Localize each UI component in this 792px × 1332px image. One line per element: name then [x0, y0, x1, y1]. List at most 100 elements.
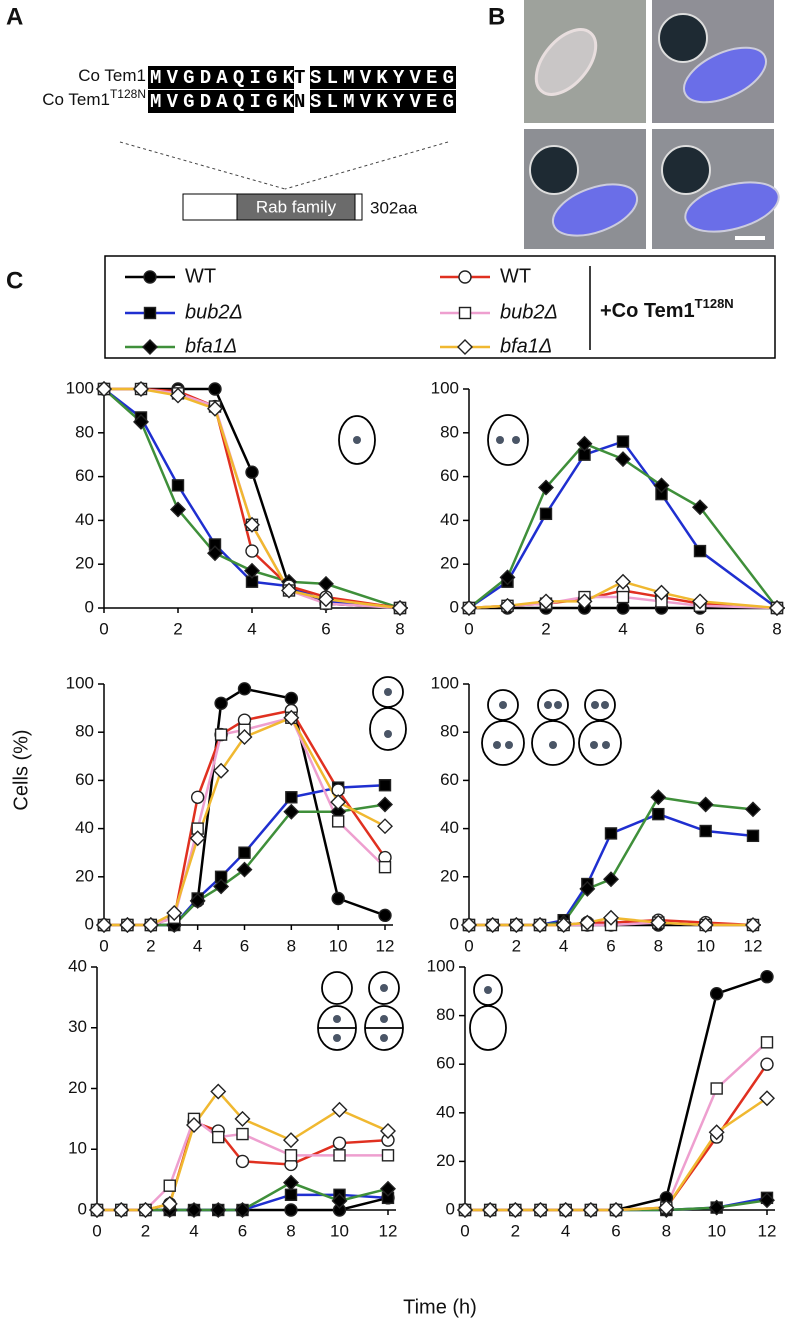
nucleus-icon	[333, 1015, 341, 1023]
marker	[616, 590, 630, 604]
x-tick-label: 12	[379, 1221, 398, 1240]
y-tick-label: 80	[75, 422, 94, 441]
marker	[213, 762, 230, 779]
marker	[699, 824, 712, 838]
marker	[331, 1192, 348, 1209]
x-tick-label: 0	[460, 1221, 469, 1240]
cell-icon	[537, 689, 569, 721]
y-tick-label: 0	[78, 1199, 87, 1218]
y-tick-label: 20	[440, 866, 459, 885]
nucleus-icon	[590, 741, 598, 749]
marker	[708, 1199, 725, 1216]
y-tick-label: 40	[75, 818, 94, 837]
y-tick-label: 100	[431, 673, 459, 692]
y-tick-label: 20	[440, 554, 459, 573]
y-tick-label: 60	[75, 466, 94, 485]
x-tick-label: 10	[330, 1221, 349, 1240]
y-tick-label: 60	[440, 770, 459, 789]
marker	[330, 794, 347, 811]
x-tick-label: 0	[99, 936, 108, 955]
marker	[207, 400, 223, 417]
y-tick-label: 0	[450, 914, 459, 933]
legend-label: bub2Δ	[185, 301, 243, 323]
marker	[331, 891, 345, 906]
marker	[381, 1149, 395, 1162]
nucleus-icon	[549, 741, 557, 749]
legend-marker	[142, 339, 158, 355]
x-tick-label: 6	[611, 1221, 620, 1240]
sequence-label: Co Tem1	[78, 66, 146, 85]
marker	[378, 908, 392, 923]
panel-label: B	[488, 3, 505, 30]
marker	[284, 1188, 298, 1202]
series-line	[104, 716, 386, 927]
marker	[283, 1132, 299, 1149]
marker	[377, 796, 393, 813]
marker	[235, 1154, 250, 1169]
marker	[759, 1192, 775, 1209]
x-tick-label: 0	[464, 936, 473, 955]
label: Co Tem1	[42, 90, 110, 109]
marker	[461, 600, 477, 616]
marker	[210, 1202, 227, 1218]
marker	[119, 917, 136, 933]
marker	[769, 600, 785, 616]
series-line	[469, 795, 754, 927]
y-tick-label: 0	[85, 914, 94, 933]
y-tick-label: 20	[75, 866, 94, 885]
marker	[245, 465, 259, 479]
y-tick-label: 40	[436, 1102, 455, 1121]
marker	[137, 1202, 154, 1218]
marker	[745, 917, 761, 933]
y-tick-label: 0	[446, 1199, 455, 1218]
marker	[189, 892, 206, 909]
marker	[745, 801, 761, 818]
nucleus-icon	[380, 984, 388, 992]
x-tick-label: 10	[707, 1221, 726, 1240]
x-tick-label: 6	[695, 619, 704, 638]
x-tick-label: 10	[329, 936, 348, 955]
sequence: MVGDAQIGK	[150, 91, 295, 113]
nucleus-icon	[384, 688, 392, 696]
marker	[238, 846, 251, 859]
legend-label: bfa1Δ	[185, 335, 237, 357]
marker	[133, 381, 149, 397]
marker	[332, 1136, 347, 1150]
cell	[534, 28, 598, 96]
x-tick-label: 8	[287, 936, 296, 955]
panel-label: C	[6, 267, 23, 294]
marker	[163, 1179, 176, 1192]
legend-label: bfa1Δ	[500, 335, 552, 357]
y-tick-label: 20	[75, 554, 94, 573]
series-line	[465, 1097, 768, 1212]
sequence-site: N	[294, 91, 305, 113]
marker	[579, 914, 596, 931]
x-tick-label: 8	[286, 1221, 295, 1240]
nucleus-icon	[333, 1034, 341, 1042]
marker	[576, 593, 593, 610]
marker	[89, 1202, 105, 1218]
marker	[579, 880, 596, 897]
y-tick-label: 10	[68, 1139, 87, 1158]
marker	[378, 779, 392, 792]
y-tick-label: 80	[436, 1005, 455, 1024]
marker	[186, 1202, 202, 1218]
y-tick-label: 60	[75, 770, 94, 789]
zoom-line	[284, 141, 449, 190]
legend-group-label: +Co Tem1T128N	[600, 296, 734, 322]
x-tick-label: 12	[376, 936, 395, 955]
marker	[692, 593, 708, 610]
sequence: MVGDAQIGK	[150, 67, 295, 89]
marker	[709, 987, 724, 1001]
seq-block	[148, 90, 294, 113]
nucleus-icon	[512, 436, 520, 444]
panel-label: A	[6, 3, 23, 30]
marker	[213, 878, 230, 895]
sequence: SLMVKYVEG	[310, 91, 454, 113]
marker	[746, 829, 760, 843]
marker	[658, 1199, 675, 1216]
marker	[603, 871, 619, 888]
legend-marker	[458, 306, 472, 320]
nucleus-icon	[499, 701, 507, 709]
marker	[281, 582, 297, 599]
